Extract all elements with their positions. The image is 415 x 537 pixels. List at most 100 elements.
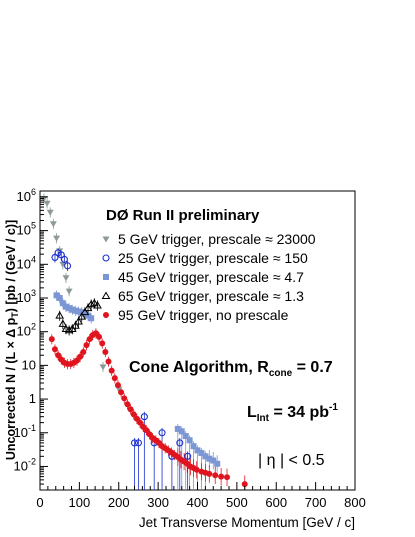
- data-point-5: [55, 352, 62, 359]
- cone-algorithm-label: Cone Algorithm, Rcone = 0.7: [129, 359, 333, 379]
- data-point-3: [59, 300, 66, 307]
- data-point-5: [143, 427, 150, 434]
- data-point-1: [59, 261, 67, 268]
- y-axis-title: Uncorrected N / (L × Δ pT) [pb / (GeV / …: [4, 220, 20, 460]
- data-point-5: [114, 382, 121, 389]
- data-point-5: [124, 401, 131, 408]
- data-point-5: [137, 419, 144, 426]
- legend-marker-1: [102, 236, 110, 243]
- legend-entry-4: 65 GeV trigger, prescale ≈ 1.3: [118, 288, 304, 304]
- data-point-5: [51, 346, 58, 353]
- data-point-4: [77, 312, 87, 320]
- data-point-3: [202, 453, 209, 460]
- data-point-5: [130, 411, 137, 418]
- data-point-3: [214, 460, 221, 467]
- data-point-4: [89, 298, 99, 307]
- data-point-4: [64, 325, 74, 334]
- x-tick-label: 200: [108, 495, 130, 510]
- chart-title: DØ Run II preliminary: [106, 207, 260, 224]
- data-point-5: [241, 481, 248, 488]
- y-tick-label: 10-2: [14, 456, 36, 473]
- legend-entry-3: 45 GeV trigger, prescale ≈ 4.7: [118, 269, 304, 285]
- data-point-3: [75, 308, 82, 315]
- data-point-3: [194, 447, 201, 454]
- data-point-4: [80, 307, 90, 316]
- legend-marker-4: [101, 291, 111, 299]
- data-point-1: [62, 275, 70, 282]
- data-point-2: [140, 413, 148, 421]
- y-tick-label: 106: [17, 187, 36, 204]
- x-tick-label: 400: [187, 495, 209, 510]
- data-point-2: [64, 262, 72, 270]
- eta-cut-label: | η | < 0.5: [258, 452, 325, 469]
- data-point-2: [176, 439, 184, 447]
- data-point-5: [99, 340, 106, 347]
- legend: 5 GeV trigger, prescale ≈ 23000 25 GeV tr…: [101, 231, 316, 323]
- legend-entry-1: 5 GeV trigger, prescale ≈ 23000: [118, 231, 316, 247]
- data-point-3: [174, 425, 181, 432]
- data-point-1: [53, 235, 61, 242]
- y-tick-label: 104: [17, 254, 36, 271]
- data-point-3: [81, 310, 88, 317]
- x-tick-label: 800: [344, 495, 366, 510]
- data-point-5: [102, 348, 109, 355]
- luminosity-label: LInt = 34 pb-1: [247, 402, 338, 424]
- data-point-3: [198, 450, 205, 457]
- data-point-5: [121, 395, 128, 402]
- data-point-3: [56, 295, 63, 302]
- data-point-3: [53, 292, 60, 299]
- data-point-4: [83, 303, 93, 312]
- x-tick-label: 500: [226, 495, 248, 510]
- data-point-4: [86, 299, 96, 308]
- data-point-4: [71, 321, 80, 329]
- legend-marker-5: [103, 312, 109, 318]
- data-point-5: [224, 474, 231, 481]
- legend-marker-2: [102, 254, 110, 262]
- data-point-4: [93, 300, 102, 309]
- data-point-5: [127, 406, 134, 413]
- y-tick-label: 105: [17, 221, 36, 238]
- y-tick-label: 102: [17, 322, 36, 339]
- data-point-3: [190, 443, 197, 450]
- data-point-5: [118, 389, 125, 396]
- axes: 0 100 200 300 400 500 600 700 800 10-2 10-1 1 10 102 1…: [14, 187, 366, 510]
- data-point-3: [85, 312, 92, 319]
- data-point-5: [77, 353, 84, 360]
- x-tick-label: 300: [147, 495, 169, 510]
- data-point-4: [74, 317, 83, 325]
- data-point-2: [51, 253, 59, 261]
- data-point-2: [184, 452, 192, 460]
- data-markers: [40, 195, 248, 488]
- legend-marker-3: [103, 274, 109, 280]
- data-point-5: [206, 470, 213, 477]
- data-point-3: [69, 306, 76, 313]
- data-point-4: [58, 319, 68, 327]
- data-point-5: [105, 358, 112, 365]
- data-point-1: [99, 364, 107, 371]
- data-point-4: [55, 311, 65, 319]
- legend-entry-5: 95 GeV trigger, no prescale: [118, 307, 289, 323]
- data-point-2: [60, 255, 68, 263]
- data-point-3: [210, 457, 217, 464]
- data-point-5: [108, 367, 115, 374]
- data-point-5: [193, 466, 200, 473]
- data-point-1: [49, 221, 57, 228]
- x-tick-label: 600: [265, 495, 287, 510]
- data-point-3: [206, 455, 213, 462]
- data-point-1: [46, 209, 54, 216]
- data-point-1: [43, 200, 51, 207]
- data-point-2: [158, 429, 166, 437]
- x-tick-label: 700: [305, 495, 327, 510]
- data-point-3: [88, 315, 95, 322]
- data-point-3: [66, 305, 73, 312]
- data-point-3: [62, 303, 69, 310]
- data-point-1: [65, 288, 73, 295]
- data-point-2: [134, 439, 142, 447]
- y-tick-label: 10-1: [14, 423, 36, 440]
- x-tick-label: 0: [36, 495, 43, 510]
- data-point-2: [130, 439, 139, 447]
- data-point-5: [86, 336, 93, 343]
- data-point-3: [182, 433, 189, 440]
- data-point-5: [83, 342, 90, 349]
- y-tick-label: 1: [29, 391, 36, 406]
